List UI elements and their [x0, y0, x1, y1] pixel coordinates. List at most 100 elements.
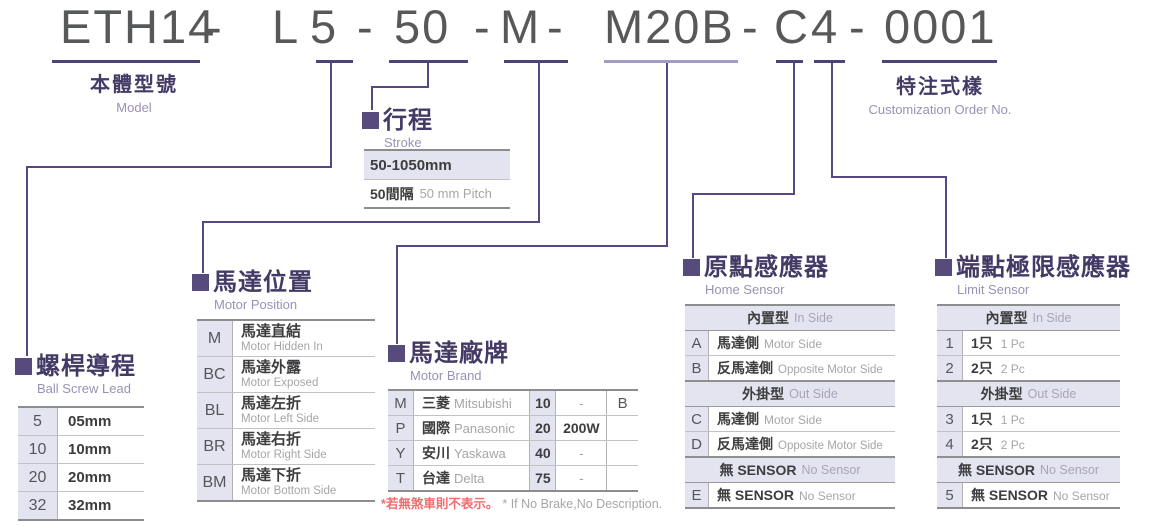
lead-code: 20: [18, 464, 58, 491]
group-header-row: 外掛型 Out Side: [937, 380, 1120, 406]
stroke-range: 50-1050mm: [370, 156, 452, 174]
sensor-zh: 反馬達側: [717, 360, 773, 376]
position-en: Motor Right Side: [241, 448, 327, 461]
sensor-zh: 馬達側: [717, 335, 759, 351]
group-header-row: 無 SENSOR No Sensor: [937, 456, 1120, 482]
limit-sensor-section-header: 端點極限感應器 Limit Sensor: [935, 255, 1131, 297]
power-code: 40: [530, 441, 557, 465]
section-square-icon: [935, 259, 952, 277]
ball-screw-lead-title-zh: 螺桿導程: [36, 353, 136, 380]
section-square-icon: [15, 358, 32, 376]
code-segment-guide: L: [272, 0, 301, 53]
sensor-en: No Sensor: [1053, 489, 1110, 503]
customization-label: 特注式樣 Customization Order No.: [855, 70, 1025, 117]
connector-home-sensor: [692, 193, 694, 258]
table-row: BC 馬達外露 Motor Exposed: [197, 356, 375, 392]
group-en: In Side: [1032, 311, 1072, 325]
brand-code: P: [388, 416, 414, 440]
table-row: BL 馬達左折 Motor Left Side: [197, 392, 375, 428]
code-dash: -: [849, 0, 867, 53]
watt-value: -: [556, 441, 608, 465]
code-dash: -: [206, 0, 224, 53]
lead-value: 10mm: [68, 441, 112, 458]
brand-en: Delta: [454, 470, 485, 486]
limit-sensor-title-en: Limit Sensor: [957, 282, 1030, 298]
motor-position-title-en: Motor Position: [214, 297, 298, 313]
group-zh: 外掛型: [980, 386, 1023, 402]
brake-note: *若無煞車則不表示。 * If No Brake,No Description.: [381, 493, 662, 512]
table-row: M 馬達直結 Motor Hidden In: [197, 321, 375, 356]
table-row: E 無 SENSOR No Sensor: [685, 482, 895, 507]
connector-lead: [330, 63, 332, 168]
group-en: No Sensor: [1039, 463, 1100, 477]
stroke-title-zh: 行程: [383, 107, 433, 134]
stroke-range-row: 50-1050mm: [364, 151, 510, 179]
model-label-zh: 本體型號: [90, 74, 178, 96]
connector-home-sensor: [692, 193, 795, 195]
sensor-code: D: [685, 432, 709, 456]
connector-limit-sensor: [831, 176, 947, 178]
watt-value: -: [556, 466, 608, 490]
brand-en: Yaskawa: [454, 445, 506, 461]
brand-en: Mitsubishi: [454, 395, 512, 411]
underline-limit-sensor: [814, 60, 845, 63]
home-sensor-title-en: Home Sensor: [705, 282, 785, 298]
brake-code: B: [617, 394, 628, 412]
sensor-en: 1 Pc: [1000, 413, 1025, 427]
connector-motor-brand: [396, 245, 668, 247]
power-code: 10: [530, 391, 557, 415]
table-row: 20 20mm: [18, 463, 144, 491]
connector-limit-sensor: [945, 176, 947, 258]
underline-motor-position: [504, 60, 568, 63]
motor-position-table: M 馬達直結 Motor Hidden In BC 馬達外露 Motor Exp…: [197, 319, 375, 502]
group-header-row: 外掛型 Out Side: [685, 380, 895, 406]
table-row: 10 10mm: [18, 435, 144, 463]
customization-label-zh: 特注式樣: [896, 76, 984, 98]
table-row: B 反馬達側 Opposite Motor Side: [685, 355, 895, 380]
underline-custom-no: [882, 60, 997, 63]
stroke-section-header: 行程 Stroke: [362, 108, 433, 150]
stroke-title-en: Stroke: [384, 135, 422, 151]
limit-sensor-title-zh: 端點極限感應器: [956, 254, 1131, 281]
motor-brand-title-en: Motor Brand: [410, 368, 482, 384]
position-code: BL: [197, 393, 233, 428]
motor-brand-table: M 三菱 Mitsubishi 10 - B P 國際 Panasonic 20…: [388, 389, 638, 492]
group-zh: 內置型: [985, 310, 1028, 326]
code-dash: -: [474, 0, 492, 53]
code-segment-motor-brand: M20B: [604, 0, 735, 53]
position-code: BM: [197, 465, 233, 500]
motor-position-section-header: 馬達位置 Motor Position: [192, 270, 313, 312]
brand-zh: 國際: [422, 420, 450, 436]
brake-note-en: * If No Brake,No Description.: [502, 497, 663, 511]
motor-position-title-zh: 馬達位置: [213, 269, 313, 296]
lead-code: 5: [18, 408, 58, 435]
brand-zh: 台達: [422, 470, 450, 486]
code-segment-limit-sensor: 4: [811, 0, 840, 53]
sensor-zh: 無 SENSOR: [971, 487, 1049, 503]
connector-lead: [26, 166, 332, 168]
connector-motor-position: [202, 221, 204, 273]
stroke-pitch-zh: 50間隔: [370, 185, 414, 202]
sensor-code: A: [685, 331, 709, 355]
sensor-code: C: [685, 407, 709, 431]
position-zh: 馬達左折: [241, 395, 302, 413]
position-code: BR: [197, 429, 233, 464]
sensor-en: No Sensor: [799, 489, 856, 503]
connector-lead: [26, 166, 28, 356]
stroke-pitch-en: 50 mm Pitch: [419, 186, 492, 201]
position-en: Motor Exposed: [241, 376, 319, 389]
brand-zh: 三菱: [422, 395, 450, 411]
code-dash: -: [357, 0, 375, 53]
position-code: BC: [197, 357, 233, 392]
code-dash: -: [547, 0, 565, 53]
group-en: Out Side: [1027, 387, 1077, 401]
table-row: 5 05mm: [18, 408, 144, 435]
group-header-row: 內置型 In Side: [937, 306, 1120, 330]
section-square-icon: [362, 112, 379, 130]
sensor-code: B: [685, 356, 709, 380]
connector-motor-position: [202, 221, 540, 223]
model-label-en: Model: [116, 100, 152, 115]
section-square-icon: [683, 259, 700, 277]
group-zh: 外掛型: [742, 386, 785, 402]
